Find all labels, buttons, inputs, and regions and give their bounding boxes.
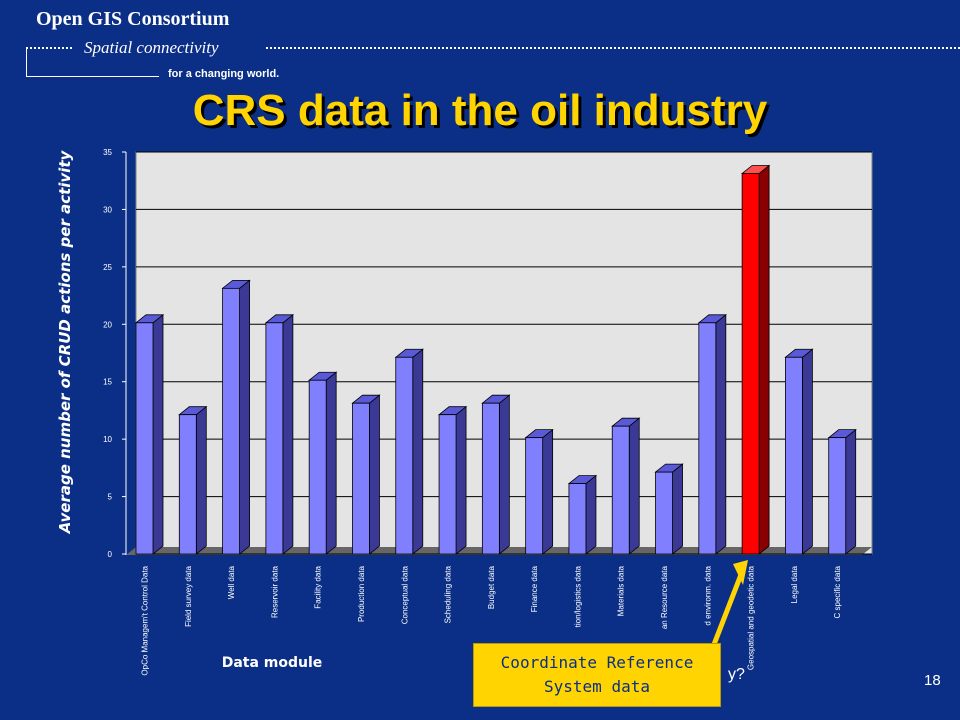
bar-side (542, 428, 554, 555)
bar-side (845, 428, 857, 555)
bar (785, 356, 803, 555)
bar-highlight (741, 173, 760, 555)
bar-side (325, 371, 337, 555)
x-category-label: Geospatial and geodetic data (747, 565, 756, 670)
x-category-label: Budget data (487, 565, 496, 609)
bar-side (455, 405, 467, 555)
bar (698, 322, 717, 555)
bar-side (195, 405, 207, 555)
crs-callout-box: Coordinate Reference System data (473, 643, 721, 707)
y-tick-label: 20 (103, 320, 112, 329)
bar (611, 425, 630, 555)
bar-side (672, 463, 683, 555)
x-category-label: Facility data (314, 565, 323, 608)
bar (438, 414, 457, 555)
y-tick-label: 30 (103, 205, 112, 214)
bar-side (758, 164, 770, 555)
bar-side (802, 348, 813, 555)
bar-side (585, 474, 597, 555)
tagline-divider-right (266, 47, 960, 49)
y-tick-label: 15 (103, 378, 112, 387)
bar (481, 402, 500, 555)
x-category-label: Materials data (617, 565, 626, 616)
x-category-label: d environm. data (703, 565, 712, 625)
bar-side (715, 313, 727, 555)
y-tick-label: 35 (103, 148, 112, 157)
bar (525, 437, 544, 555)
tagline-divider-left (26, 47, 72, 49)
x-axis-title: Data module (222, 655, 323, 671)
bar (655, 471, 673, 555)
bar-side (412, 348, 424, 555)
bar (135, 322, 154, 555)
bar (222, 287, 240, 555)
x-category-label: OpCo Managem't Control Data (141, 565, 150, 675)
header-bracket (26, 47, 159, 77)
tagline: Spatial connectivity (84, 38, 219, 57)
bar-side (152, 313, 164, 555)
x-category-label: Field survey data (184, 565, 193, 626)
x-category-label: Conceptual data (400, 565, 409, 624)
x-category-label: tion/logistics data (573, 565, 582, 627)
callout-line-1: Coordinate Reference (500, 653, 694, 672)
bar (308, 379, 327, 555)
org-name: Open GIS Consortium (36, 8, 230, 30)
bar-side (282, 313, 294, 555)
y-tick-label: 5 (108, 493, 113, 502)
bar (178, 414, 197, 555)
bar-side (369, 394, 380, 555)
bar (828, 437, 847, 555)
bar (265, 322, 284, 555)
bar-side (239, 279, 250, 555)
page-number: 18 (924, 672, 941, 689)
partial-text: y? (728, 666, 745, 683)
x-category-label: Scheduling data (444, 565, 453, 623)
x-category-label: C specific data (833, 565, 842, 618)
y-tick-label: 25 (103, 263, 112, 272)
x-category-label: Legal data (790, 565, 799, 603)
y-axis-title: Average number of CRUD actions per activ… (56, 150, 74, 535)
bar-side (628, 417, 640, 555)
y-tick-label: 10 (103, 435, 112, 444)
x-category-label: Reservoir data (270, 565, 279, 618)
slide-title: CRS data in the oil industry (192, 86, 768, 135)
tagline-secondary: for a changing world. (168, 68, 280, 80)
x-category-label: Production data (357, 565, 366, 622)
callout-line-2: System data (544, 677, 650, 696)
y-tick-label: 0 (108, 550, 113, 559)
x-category-label: an Resource data (660, 565, 669, 629)
x-category-label: Well data (227, 565, 236, 599)
bar-side (498, 394, 510, 555)
bar (568, 483, 587, 555)
bar (395, 356, 414, 555)
x-category-label: Finance data (530, 565, 539, 612)
bar (352, 402, 370, 555)
